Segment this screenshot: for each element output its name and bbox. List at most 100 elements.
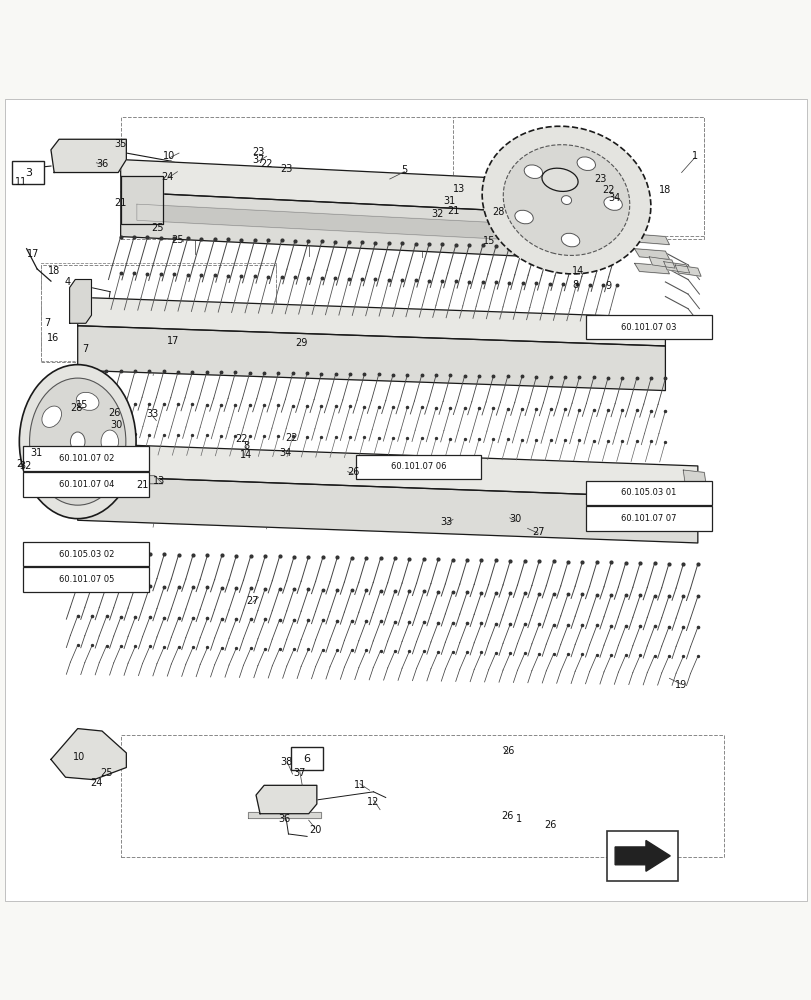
- Bar: [586, 506, 710, 531]
- Text: 23: 23: [594, 174, 606, 184]
- Bar: [24, 472, 149, 497]
- Text: 16: 16: [47, 333, 59, 343]
- Text: 18: 18: [659, 185, 671, 195]
- Text: 36: 36: [96, 159, 108, 169]
- Text: 11: 11: [354, 780, 366, 790]
- Text: 3: 3: [24, 168, 32, 178]
- Bar: [12, 161, 45, 184]
- Text: 32: 32: [19, 461, 31, 471]
- Ellipse shape: [76, 473, 99, 491]
- Text: 21: 21: [446, 206, 459, 216]
- Ellipse shape: [42, 406, 62, 427]
- Text: 4: 4: [64, 277, 70, 287]
- Ellipse shape: [101, 430, 118, 453]
- Text: 33: 33: [146, 409, 158, 419]
- Text: 60.101.07 03: 60.101.07 03: [620, 323, 676, 332]
- Text: 22: 22: [235, 434, 247, 444]
- Polygon shape: [137, 204, 608, 245]
- Text: 23: 23: [252, 147, 264, 157]
- Text: 34: 34: [279, 448, 291, 458]
- Text: 38: 38: [281, 757, 293, 767]
- Polygon shape: [663, 262, 689, 273]
- Text: 1: 1: [691, 151, 697, 161]
- Text: 28: 28: [491, 207, 504, 217]
- Polygon shape: [51, 139, 127, 173]
- Polygon shape: [121, 160, 616, 216]
- Text: 5: 5: [401, 165, 407, 175]
- Polygon shape: [78, 476, 697, 543]
- Text: 29: 29: [295, 338, 307, 348]
- Polygon shape: [682, 470, 705, 484]
- Text: 26: 26: [543, 820, 556, 830]
- Polygon shape: [247, 812, 320, 818]
- Polygon shape: [51, 729, 127, 780]
- Ellipse shape: [503, 145, 629, 255]
- Text: 22: 22: [260, 159, 272, 169]
- Polygon shape: [634, 234, 668, 245]
- Ellipse shape: [541, 168, 577, 191]
- Text: 14: 14: [571, 266, 583, 276]
- Ellipse shape: [482, 126, 650, 274]
- Text: 23: 23: [281, 164, 293, 174]
- Text: 25: 25: [151, 223, 163, 233]
- Text: 60.101.07 02: 60.101.07 02: [58, 454, 114, 463]
- Text: 17: 17: [167, 336, 179, 346]
- Text: 20: 20: [309, 825, 321, 835]
- Polygon shape: [634, 249, 668, 259]
- Text: 32: 32: [431, 209, 444, 219]
- Text: 60.101.07 06: 60.101.07 06: [390, 462, 446, 471]
- Bar: [355, 455, 481, 479]
- Text: 6: 6: [303, 754, 311, 764]
- Text: 13: 13: [152, 476, 165, 486]
- Text: 21: 21: [114, 198, 127, 208]
- Ellipse shape: [19, 365, 136, 519]
- Polygon shape: [682, 506, 705, 519]
- Ellipse shape: [29, 378, 126, 505]
- Text: 11: 11: [15, 177, 27, 187]
- Text: 14: 14: [240, 450, 252, 460]
- Text: 37: 37: [294, 768, 306, 778]
- Text: 60.105.03 02: 60.105.03 02: [58, 550, 114, 559]
- Text: 36: 36: [278, 814, 290, 824]
- Text: 28: 28: [71, 403, 83, 413]
- Text: 13: 13: [452, 184, 464, 194]
- Ellipse shape: [524, 165, 542, 178]
- Text: 15: 15: [482, 236, 494, 246]
- Text: 31: 31: [30, 448, 42, 458]
- Ellipse shape: [76, 392, 99, 410]
- Text: 8: 8: [243, 441, 249, 451]
- Text: 25: 25: [100, 768, 112, 778]
- Text: 10: 10: [73, 752, 85, 762]
- Text: 24: 24: [161, 172, 174, 182]
- Bar: [586, 315, 710, 339]
- Text: 15: 15: [75, 400, 88, 410]
- Polygon shape: [121, 192, 616, 261]
- Text: 18: 18: [48, 266, 60, 276]
- Bar: [607, 831, 677, 881]
- Polygon shape: [70, 280, 92, 323]
- Polygon shape: [78, 297, 664, 346]
- Text: 24: 24: [90, 778, 102, 788]
- Polygon shape: [648, 257, 674, 268]
- Bar: [586, 481, 710, 505]
- Bar: [24, 542, 149, 566]
- Text: 19: 19: [674, 680, 686, 690]
- Text: 21: 21: [136, 480, 148, 490]
- Text: 31: 31: [442, 196, 454, 206]
- Text: 22: 22: [285, 433, 298, 443]
- Text: 10: 10: [163, 151, 175, 161]
- Text: 17: 17: [27, 249, 39, 259]
- Text: 60.105.03 01: 60.105.03 01: [620, 488, 676, 497]
- Polygon shape: [674, 265, 700, 276]
- Text: 34: 34: [607, 193, 620, 203]
- Polygon shape: [78, 443, 697, 498]
- Ellipse shape: [42, 456, 62, 477]
- Text: 8: 8: [572, 280, 577, 290]
- Bar: [24, 446, 149, 471]
- Ellipse shape: [514, 210, 533, 224]
- Text: 12: 12: [367, 797, 380, 807]
- Ellipse shape: [560, 196, 571, 205]
- Polygon shape: [615, 840, 669, 871]
- Text: 26: 26: [346, 467, 359, 477]
- Polygon shape: [78, 326, 664, 391]
